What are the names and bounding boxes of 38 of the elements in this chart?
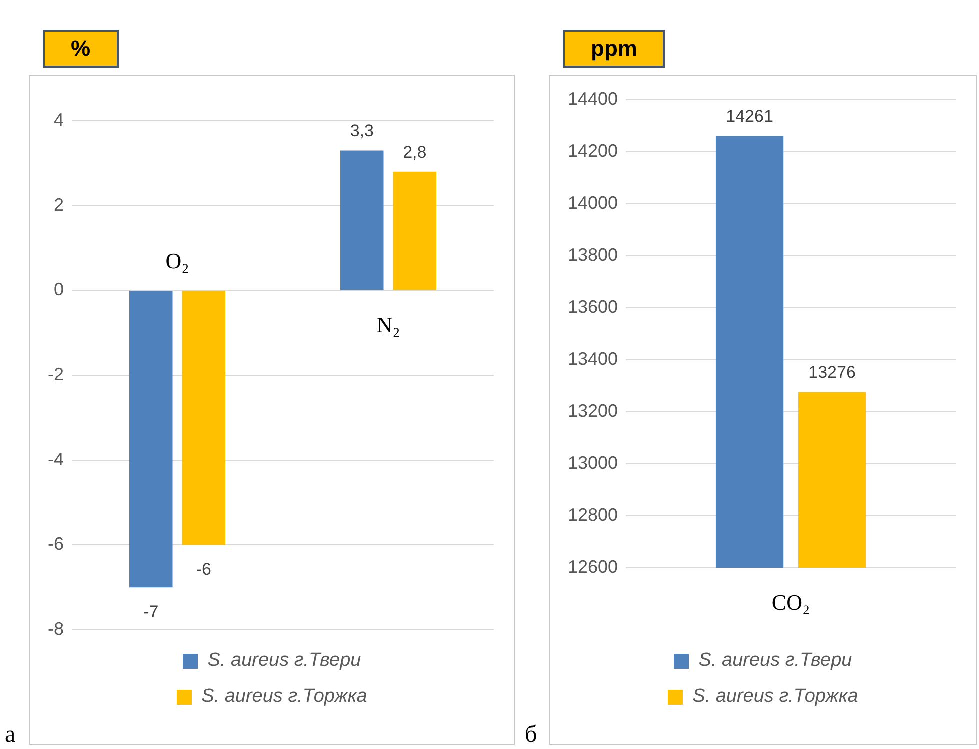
y-tick-label: 13400 (568, 348, 618, 369)
data-label: -7 (144, 602, 159, 622)
y-tick-label: 2 (54, 194, 64, 215)
data-label: 3,3 (350, 122, 374, 141)
y-tick-label: 12800 (568, 504, 618, 525)
y-tick-label: -4 (48, 449, 64, 470)
y-tick-label: 14000 (568, 192, 618, 213)
y-tick-label: 0 (54, 280, 64, 300)
y-tick-label: -2 (48, 364, 64, 384)
y-tick-label: 12600 (568, 556, 618, 577)
legend-label: S. aureus г.Торжка (692, 686, 858, 708)
y-tick-label: 14200 (568, 140, 618, 161)
legend-label: S. aureus г.Твери (698, 650, 852, 672)
bar (393, 172, 437, 290)
legend-label: S. aureus г.Твери (208, 650, 362, 672)
y-tick-label: 14400 (568, 88, 618, 109)
text: б (525, 722, 538, 749)
data-label: -6 (196, 560, 212, 580)
y-axis-title: % (43, 30, 119, 68)
bar (340, 150, 384, 290)
legend-label: S. aureus г.Торжка (202, 686, 368, 708)
bar (182, 291, 226, 546)
data-label: 2,8 (403, 142, 427, 162)
y-tick-label: 4 (54, 110, 64, 130)
x-tick-label: O₂ (166, 248, 190, 274)
x-tick-label: CO₂ (772, 590, 810, 615)
bar (130, 291, 173, 588)
data-label: 13276 (808, 363, 856, 382)
y-tick-label: 13200 (568, 400, 618, 421)
y-axis-title: ppm (563, 30, 666, 68)
y-tick-label: 13800 (568, 244, 618, 265)
x-tick-label: N₂ (376, 312, 400, 338)
y-tick-label: 13600 (568, 296, 618, 317)
y-tick-label: 13000 (568, 452, 618, 473)
y-tick-label: -8 (48, 618, 64, 639)
text: а (5, 722, 16, 749)
y-tick-label: -6 (48, 534, 64, 554)
data-label: 14261 (726, 107, 774, 126)
